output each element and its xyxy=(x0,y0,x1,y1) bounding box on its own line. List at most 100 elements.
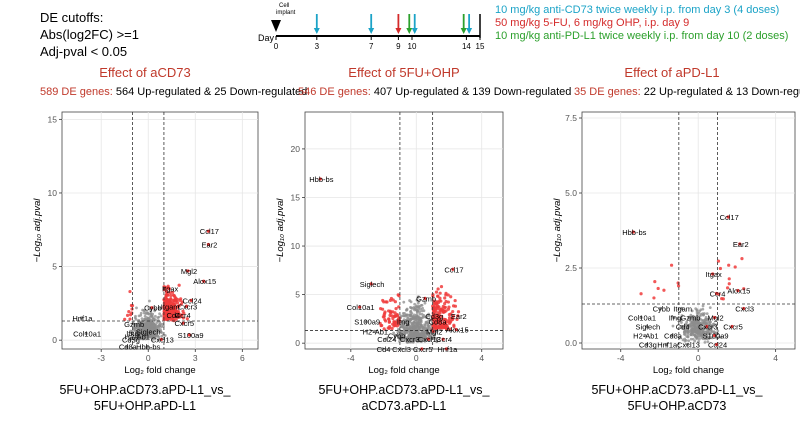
gene-label: Cd3g xyxy=(122,335,140,344)
gene-point-ns xyxy=(402,300,406,304)
gene-point-ns xyxy=(403,331,407,335)
gene-point-labeled xyxy=(670,333,674,338)
gene-point-ns xyxy=(690,332,694,336)
gene-point-de xyxy=(639,292,643,296)
gene-point-de xyxy=(716,259,721,263)
gene-point-ns xyxy=(135,306,138,310)
gene-point-ns xyxy=(681,338,685,342)
gene-label: Alox15 xyxy=(193,277,216,286)
gene-point-ns xyxy=(702,331,706,334)
gene-labels: Hbb-bs Ccl17 Siglech Gzmb Col10a1 Cd3g Ear2 S10… xyxy=(309,175,468,354)
gene-point-de xyxy=(130,307,134,311)
gene-point-de xyxy=(384,319,388,323)
gene-point-ns xyxy=(696,313,699,317)
gene-point-ns xyxy=(699,331,703,335)
gene-point-ns xyxy=(685,327,689,331)
gene-point-labeled xyxy=(742,306,746,311)
volcano-panel-acd73: Effect of aCD73 589 DE genes: 564 Up-reg… xyxy=(32,65,307,413)
gene-point-de xyxy=(455,317,459,322)
gene-label: Ccl24 xyxy=(183,296,202,305)
gene-point-ns xyxy=(417,304,421,308)
volcano-panel-apdl1: Effect of aPD-L1 35 DE genes: 22 Up-regu… xyxy=(552,65,800,413)
gene-point-labeled xyxy=(685,342,690,347)
gene-point-ns xyxy=(434,336,438,340)
gene-point-de xyxy=(676,281,680,285)
gene-point-ns xyxy=(427,312,431,316)
gene-point-ns xyxy=(705,312,709,316)
gene-point-ns xyxy=(157,306,161,310)
gene-point-de xyxy=(453,298,457,303)
y-tick-label: 10 xyxy=(291,241,301,251)
x-tick-label: 0 xyxy=(146,353,151,363)
gene-point-de xyxy=(394,306,398,311)
de-count: 35 DE genes: xyxy=(574,86,641,98)
gene-point-ns xyxy=(132,327,136,330)
gene-point-labeled xyxy=(181,321,185,325)
gene-point-ns xyxy=(425,328,429,331)
gene-point-ns xyxy=(691,320,694,324)
gene-point-ns xyxy=(425,315,428,319)
x-axis-label: Log₂ fold change xyxy=(124,365,195,376)
gene-point-de xyxy=(676,284,681,288)
treatment-legend: 10 mg/kg anti-CD73 twice weekly i.p. fro… xyxy=(495,4,788,42)
gene-point-de xyxy=(383,310,387,314)
gene-label: Cxcr5 xyxy=(723,323,743,332)
gene-point-ns xyxy=(423,337,426,341)
gene-point-ns xyxy=(149,335,152,339)
gene-point-ns xyxy=(433,332,437,336)
gene-point-labeled xyxy=(645,324,649,329)
gene-label: Cxcl13 xyxy=(151,335,174,344)
de-count: 589 DE genes: xyxy=(40,86,113,98)
dose-arrowhead-antiCD73 xyxy=(466,28,473,34)
gene-point-ns xyxy=(678,336,682,340)
gene-point-ns xyxy=(687,325,691,329)
gene-point-labeled xyxy=(631,230,635,234)
gene-point-ns xyxy=(705,317,709,321)
gene-point-de xyxy=(443,317,447,322)
gene-point-labeled xyxy=(714,291,719,296)
gene-point-ns xyxy=(422,332,425,336)
gene-point-ns xyxy=(693,323,697,326)
gene-point-ns xyxy=(146,311,150,315)
gene-point-ns xyxy=(153,309,157,313)
gene-point-ns xyxy=(421,327,425,330)
gene-point-labeled xyxy=(643,333,647,338)
gene-point-ns xyxy=(416,321,420,325)
gene-point-ns xyxy=(712,322,716,326)
gene-point-de xyxy=(185,317,189,321)
gene-point-labeled xyxy=(705,324,709,329)
gene-label: Cd8a xyxy=(664,332,683,341)
de-updown: 22 Up-regulated & 13 Down-regulated xyxy=(641,86,800,98)
gene-point-ns xyxy=(135,337,138,341)
gene-label: Siglech xyxy=(136,327,161,336)
gene-point-ns xyxy=(713,331,717,335)
gene-label: Hnf1a xyxy=(657,341,678,350)
gene-point-ns xyxy=(680,321,683,324)
gene-point-ns xyxy=(702,313,706,317)
gene-point-ns xyxy=(695,330,699,334)
gene-label: H2-Ab1 xyxy=(633,332,658,341)
gene-point-ns xyxy=(702,321,706,325)
gene-point-labeled xyxy=(456,314,460,318)
gene-point-ns xyxy=(701,304,705,308)
gene-point-ns xyxy=(702,318,706,322)
gene-point-de xyxy=(384,300,388,304)
gene-point-labeled xyxy=(372,329,376,334)
gene-label: Ccl24 xyxy=(377,335,396,344)
gene-point-ns xyxy=(697,328,701,332)
gene-point-de xyxy=(172,294,176,298)
gene-point-ns xyxy=(698,309,702,313)
gene-point-ns xyxy=(421,315,425,319)
gene-point-ns xyxy=(158,312,161,316)
gene-point-de xyxy=(170,290,175,294)
gene-point-ns xyxy=(137,326,141,330)
gene-point-ns xyxy=(157,327,161,331)
gene-point-de xyxy=(453,304,458,308)
gene-point-ns xyxy=(429,337,433,340)
timeline-day-label: Day xyxy=(258,33,275,43)
gene-point-de xyxy=(174,317,178,321)
gene-point-ns xyxy=(697,319,700,323)
gene-point-ns xyxy=(700,327,703,331)
gene-point-de xyxy=(742,287,746,291)
gene-point-ns xyxy=(693,339,697,343)
